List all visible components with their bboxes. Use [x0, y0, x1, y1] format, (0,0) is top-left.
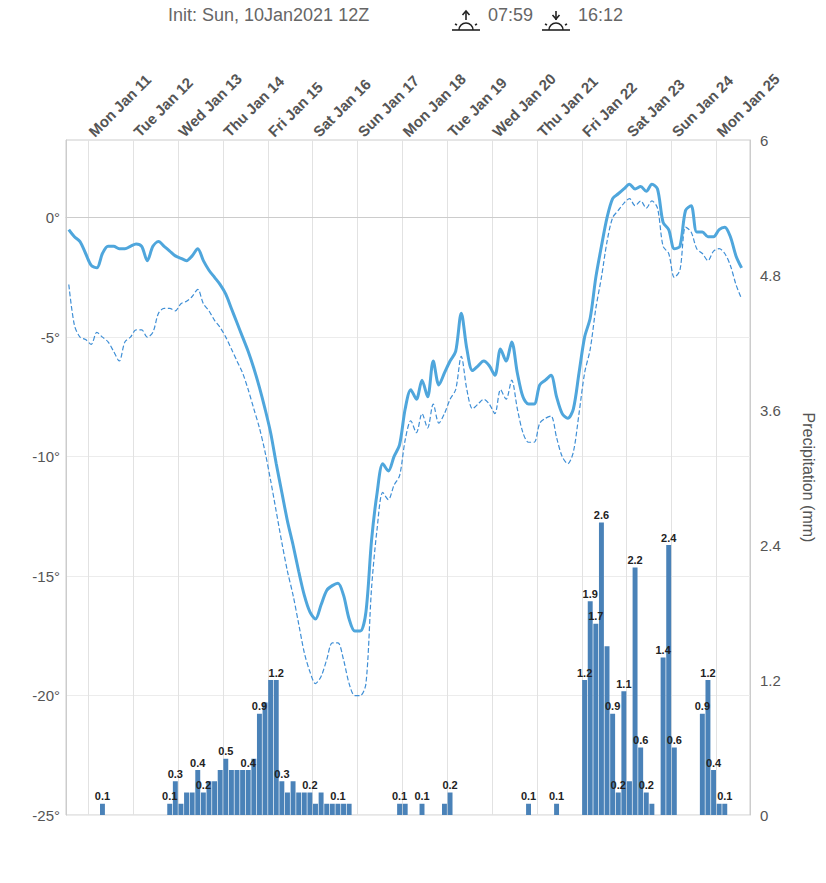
- svg-text:0.2: 0.2: [442, 779, 457, 791]
- svg-text:0.6: 0.6: [633, 734, 648, 746]
- svg-text:1.7: 1.7: [588, 610, 603, 622]
- svg-text:Sat Jan 16: Sat Jan 16: [309, 75, 374, 140]
- svg-text:0: 0: [760, 807, 768, 824]
- svg-text:-10°: -10°: [32, 448, 60, 465]
- svg-text:1.9: 1.9: [583, 588, 598, 600]
- svg-text:1.1: 1.1: [616, 678, 631, 690]
- svg-text:1.4: 1.4: [655, 644, 671, 656]
- svg-text:Tue Jan 12: Tue Jan 12: [130, 74, 197, 140]
- svg-text:2.4: 2.4: [661, 532, 677, 544]
- svg-text:1.2: 1.2: [760, 672, 781, 689]
- svg-text:1.2: 1.2: [577, 667, 592, 679]
- svg-text:1.2: 1.2: [700, 667, 715, 679]
- svg-text:1.2: 1.2: [269, 667, 284, 679]
- svg-text:Thu Jan 14: Thu Jan 14: [219, 72, 288, 140]
- svg-text:Fri Jan 15: Fri Jan 15: [264, 78, 327, 140]
- svg-text:Sun Jan 24: Sun Jan 24: [668, 72, 737, 140]
- svg-text:-15°: -15°: [32, 568, 60, 585]
- svg-text:0.4: 0.4: [190, 757, 206, 769]
- svg-text:0.2: 0.2: [302, 779, 317, 791]
- svg-text:-5°: -5°: [41, 329, 60, 346]
- svg-text:Mon Jan 25: Mon Jan 25: [713, 70, 783, 140]
- svg-text:Sat Jan 23: Sat Jan 23: [623, 75, 688, 140]
- svg-text:Tue Jan 19: Tue Jan 19: [444, 74, 510, 140]
- svg-text:0.1: 0.1: [521, 790, 536, 802]
- svg-text:0.5: 0.5: [218, 745, 233, 757]
- svg-text:Wed Jan 13: Wed Jan 13: [174, 69, 246, 140]
- svg-text:0.2: 0.2: [639, 779, 654, 791]
- svg-text:0.2: 0.2: [611, 779, 626, 791]
- svg-text:2.2: 2.2: [627, 554, 642, 566]
- svg-text:07:59: 07:59: [488, 5, 533, 25]
- svg-text:0.6: 0.6: [667, 734, 682, 746]
- svg-text:Fri Jan 22: Fri Jan 22: [578, 78, 641, 140]
- svg-text:0.9: 0.9: [695, 700, 710, 712]
- svg-text:4.8: 4.8: [760, 267, 781, 284]
- svg-text:Mon Jan 11: Mon Jan 11: [85, 70, 155, 140]
- svg-text:2.4: 2.4: [760, 537, 781, 554]
- svg-text:0.2: 0.2: [196, 779, 211, 791]
- svg-text:0.4: 0.4: [241, 757, 257, 769]
- svg-text:0.1: 0.1: [717, 790, 732, 802]
- svg-text:Init: Sun, 10Jan2021 12Z: Init: Sun, 10Jan2021 12Z: [168, 5, 369, 25]
- svg-text:2.6: 2.6: [594, 509, 609, 521]
- svg-text:0.1: 0.1: [414, 790, 429, 802]
- svg-text:Precipitation (mm): Precipitation (mm): [800, 413, 817, 543]
- svg-text:0.1: 0.1: [549, 790, 564, 802]
- svg-text:0.9: 0.9: [605, 700, 620, 712]
- svg-text:-25°: -25°: [32, 807, 60, 824]
- svg-text:Thu Jan 21: Thu Jan 21: [533, 72, 602, 140]
- svg-text:-20°: -20°: [32, 687, 60, 704]
- svg-text:0.1: 0.1: [392, 790, 407, 802]
- svg-text:0.1: 0.1: [330, 790, 345, 802]
- svg-text:Wed Jan 20: Wed Jan 20: [488, 69, 559, 140]
- svg-text:Mon Jan 18: Mon Jan 18: [399, 70, 469, 140]
- svg-text:Sun Jan 17: Sun Jan 17: [354, 72, 423, 140]
- svg-text:0.3: 0.3: [168, 768, 183, 780]
- svg-text:0.4: 0.4: [706, 757, 722, 769]
- svg-text:3.6: 3.6: [760, 402, 781, 419]
- svg-text:0°: 0°: [46, 209, 60, 226]
- svg-text:0.9: 0.9: [252, 700, 267, 712]
- svg-text:16:12: 16:12: [578, 5, 623, 25]
- svg-text:6: 6: [760, 132, 768, 149]
- svg-text:0.3: 0.3: [274, 768, 289, 780]
- svg-text:0.1: 0.1: [95, 790, 110, 802]
- svg-text:0.1: 0.1: [162, 790, 177, 802]
